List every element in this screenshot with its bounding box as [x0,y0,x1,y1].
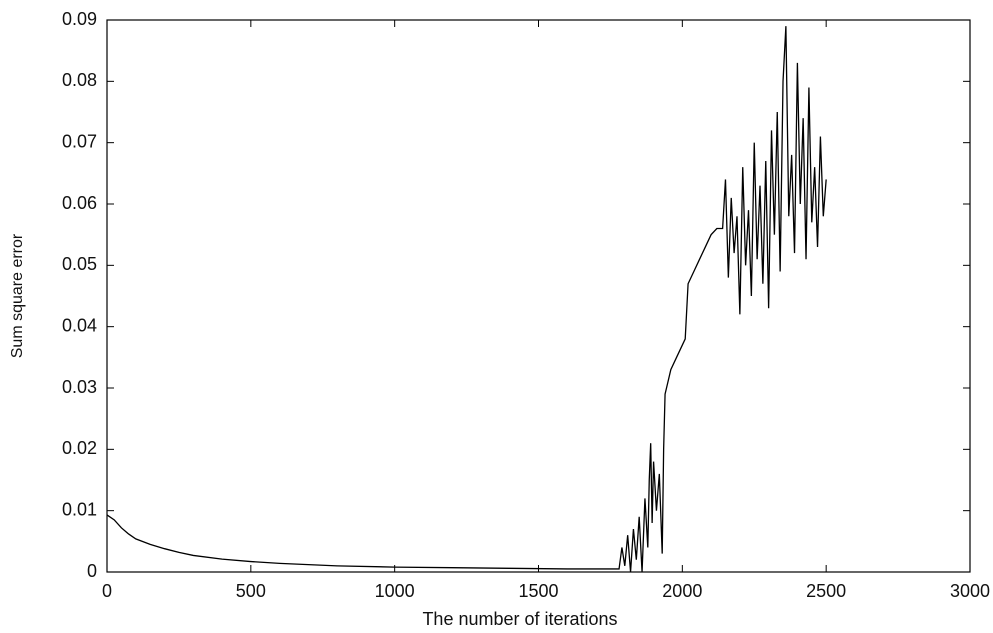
y-tick-label: 0.03 [62,377,97,397]
y-axis-label: Sum square error [9,233,26,358]
x-tick-label: 3000 [950,581,990,601]
y-tick-label: 0.05 [62,254,97,274]
data-line [106,26,827,573]
y-tick-label: 0.06 [62,193,97,213]
x-tick-label: 2500 [806,581,846,601]
y-tick-label: 0.01 [62,499,97,519]
plot-frame [106,19,971,573]
y-tick-label: 0.04 [62,315,97,335]
x-tick-label: 1000 [375,581,415,601]
x-tick-label: 1500 [518,581,558,601]
x-axis-label: The number of iterations [422,609,617,629]
x-tick-label: 2000 [662,581,702,601]
y-tick-label: 0.07 [62,131,97,151]
y-tick-label: 0.02 [62,438,97,458]
x-tick-label: 500 [236,581,266,601]
y-tick-label: 0.09 [62,9,97,29]
x-tick-label: 0 [102,581,112,601]
y-tick-label: 0.08 [62,70,97,90]
y-tick-label: 0 [87,561,97,581]
